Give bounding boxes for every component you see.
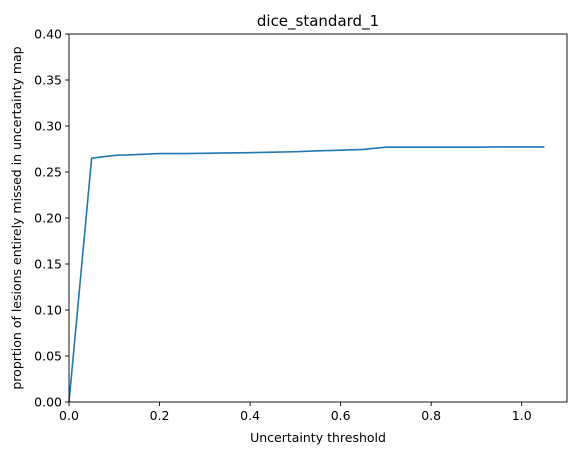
y-tick-label: 0.00 [34, 395, 62, 410]
y-tick-label: 0.40 [34, 27, 62, 42]
y-tick-label: 0.15 [34, 257, 62, 272]
chart-title: dice_standard_1 [257, 12, 379, 31]
axes-frame [68, 33, 568, 403]
series-line [68, 146, 545, 403]
y-tick-label: 0.20 [34, 211, 62, 226]
axis-ticks: 0.0 0.2 0.4 0.6 0.8 1.0 0.00 0.05 0.10 0.15 0.20 0.… [34, 27, 532, 424]
x-tick-label: 0.6 [331, 408, 351, 423]
x-tick-label: 0.2 [150, 408, 170, 423]
y-tick-label: 0.05 [34, 349, 62, 364]
y-tick-label: 0.25 [34, 165, 62, 180]
y-axis-label: proprtion of lesions entirely missed in … [9, 46, 24, 389]
y-tick-label: 0.10 [34, 303, 62, 318]
x-axis-label: Uncertainty threshold [250, 430, 386, 445]
x-tick-label: 0.0 [59, 408, 79, 423]
x-tick-label: 0.8 [421, 408, 441, 423]
y-tick-label: 0.35 [34, 73, 62, 88]
plot-area [68, 146, 545, 403]
x-tick-label: 0.4 [240, 408, 260, 423]
y-tick-label: 0.30 [34, 119, 62, 134]
x-tick-label: 1.0 [512, 408, 532, 423]
